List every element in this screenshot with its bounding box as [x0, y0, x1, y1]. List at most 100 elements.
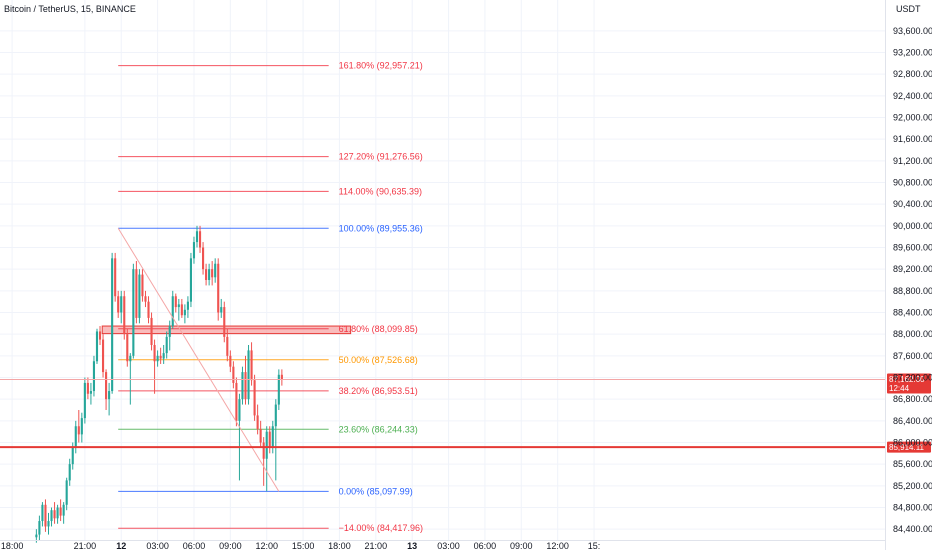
candle-body[interactable] [208, 269, 211, 280]
candle-body[interactable] [168, 326, 171, 337]
candle-body[interactable] [174, 296, 177, 308]
candle-body[interactable] [186, 301, 189, 310]
candle-body[interactable] [277, 374, 280, 405]
candle-body[interactable] [183, 309, 186, 316]
candle-body[interactable] [268, 431, 271, 448]
candle-body[interactable] [241, 372, 244, 400]
candle-body[interactable] [98, 331, 102, 340]
candle-body[interactable] [105, 372, 108, 400]
candle-body[interactable] [147, 301, 150, 318]
candle-body[interactable] [126, 334, 129, 362]
candle-body[interactable] [214, 263, 217, 278]
price-tick-label: 86,800.00 [893, 394, 932, 404]
candle-body[interactable] [180, 304, 183, 316]
candle-body[interactable] [253, 380, 256, 416]
candle-body[interactable] [141, 274, 144, 297]
candle-body[interactable] [235, 382, 238, 421]
candle-body[interactable] [220, 307, 223, 313]
price-tick-label: 85,600.00 [893, 459, 932, 469]
candle-body[interactable] [35, 534, 38, 538]
candle-body[interactable] [38, 521, 41, 535]
candle-body[interactable] [198, 231, 202, 248]
candle-body[interactable] [135, 269, 138, 318]
candle-body[interactable] [117, 296, 120, 313]
currency-label[interactable]: USDT [896, 4, 921, 14]
candle-body[interactable] [250, 350, 253, 381]
price-tick-label: 93,200.00 [893, 48, 932, 58]
candle-body[interactable] [262, 442, 265, 459]
candles-layer[interactable] [35, 225, 283, 543]
price-axis[interactable]: 84,400.00 84,800.00 85,200.00 85,600.00 86,0… [885, 0, 932, 550]
candle-body[interactable] [238, 399, 241, 421]
price-tick-label: 88,800.00 [893, 286, 932, 296]
candle-body[interactable] [41, 504, 44, 522]
time-tick-label: 12:00 [546, 541, 569, 550]
candle-body[interactable] [217, 263, 220, 313]
candle-body[interactable] [247, 350, 250, 400]
candle-body[interactable] [274, 404, 277, 427]
candle-body[interactable] [74, 426, 77, 448]
candle-body[interactable] [44, 504, 47, 527]
candle-body[interactable] [89, 391, 92, 394]
candle-body[interactable] [120, 296, 123, 313]
candle-body[interactable] [50, 510, 53, 522]
candle-body[interactable] [132, 269, 135, 356]
candle-body[interactable] [244, 372, 247, 400]
candle-body[interactable] [129, 355, 132, 362]
candle-body[interactable] [162, 353, 165, 359]
time-axis[interactable]: 18:00 21:00 12 03:00 06:00 09:00 12:00 15:00 18:… [0, 540, 885, 550]
candle-body[interactable] [232, 366, 235, 383]
candle-body[interactable] [144, 296, 147, 302]
candle-body[interactable] [223, 307, 226, 337]
candle-body[interactable] [83, 382, 86, 419]
candle-body[interactable] [259, 428, 262, 443]
fib-level-label: 61.80% (88,099.85) [339, 324, 418, 334]
candle-body[interactable] [111, 258, 114, 392]
candle-body[interactable] [229, 355, 232, 367]
candle-body[interactable] [265, 431, 268, 459]
time-tick-label: 12:00 [255, 541, 278, 550]
fib-level-label: 161.80% (92,957.21) [339, 61, 423, 71]
time-tick-label: 12 [116, 541, 126, 550]
candle-body[interactable] [226, 336, 229, 356]
candle-body[interactable] [138, 274, 141, 318]
candle-body[interactable] [95, 331, 99, 362]
candle-body[interactable] [256, 415, 259, 429]
candle-body[interactable] [271, 426, 274, 448]
candle-body[interactable] [192, 242, 196, 259]
candle-body[interactable] [62, 504, 65, 516]
candle-body[interactable] [68, 464, 71, 481]
candle-body[interactable] [65, 480, 68, 505]
candle-body[interactable] [53, 510, 56, 519]
candle-body[interactable] [159, 355, 162, 359]
candle-body[interactable] [189, 258, 193, 302]
candle-body[interactable] [59, 507, 62, 516]
candle-body[interactable] [280, 374, 283, 380]
candle-body[interactable] [86, 382, 89, 394]
candle-body[interactable] [47, 521, 50, 527]
candle-body[interactable] [156, 355, 159, 362]
candle-body[interactable] [108, 391, 111, 400]
time-tick-label: 21:00 [74, 541, 97, 550]
price-tick-label: 87,600.00 [893, 351, 932, 361]
candle-body[interactable] [71, 447, 74, 465]
candle-body[interactable] [205, 269, 208, 280]
candle-body[interactable] [92, 361, 96, 392]
candle-body[interactable] [195, 231, 199, 243]
candle-body[interactable] [114, 258, 117, 297]
candle-body[interactable] [77, 426, 80, 435]
candle-body[interactable] [123, 296, 126, 335]
candle-body[interactable] [202, 247, 205, 270]
candle-body[interactable] [177, 304, 180, 308]
candle-body[interactable] [150, 317, 153, 345]
price-tick-label: 84,800.00 [893, 503, 932, 513]
candle-body[interactable] [171, 296, 174, 327]
price-tick-label: 86,400.00 [893, 416, 932, 426]
candle-body[interactable] [101, 339, 105, 373]
candle-body[interactable] [165, 336, 168, 354]
candle-body[interactable] [56, 507, 59, 519]
candle-body[interactable] [153, 345, 156, 362]
candle-body[interactable] [80, 418, 83, 435]
fib-level-label: −14.00% (84,417.96) [339, 523, 423, 533]
candle-body[interactable] [211, 269, 214, 278]
